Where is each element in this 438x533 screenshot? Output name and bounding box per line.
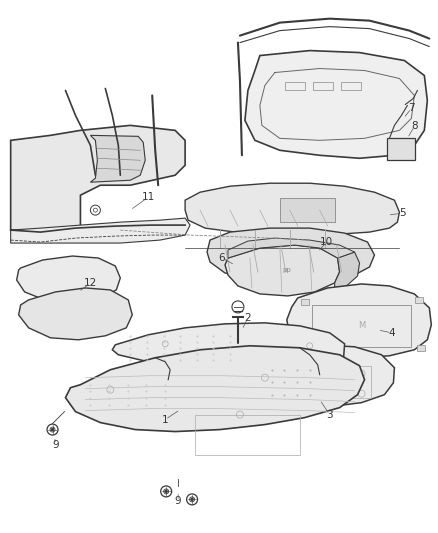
Bar (195, 415, 300, 455)
Text: 8: 8 (411, 122, 418, 131)
Text: M: M (358, 321, 365, 330)
Polygon shape (207, 228, 374, 282)
Text: 5: 5 (399, 208, 406, 218)
Bar (313, 83, 332, 91)
Bar (417, 345, 425, 351)
Bar (388, 139, 415, 160)
Circle shape (165, 490, 167, 492)
Text: 12: 12 (84, 278, 97, 288)
Bar (312, 305, 411, 347)
Text: 10: 10 (320, 237, 333, 247)
Circle shape (191, 498, 193, 500)
Text: pp: pp (283, 267, 291, 273)
Text: 6: 6 (219, 253, 225, 263)
Polygon shape (228, 238, 355, 258)
Polygon shape (240, 345, 395, 407)
Polygon shape (287, 284, 431, 358)
Bar (296, 345, 304, 351)
Polygon shape (66, 346, 364, 432)
Polygon shape (225, 245, 339, 296)
Text: 7: 7 (408, 103, 415, 114)
Polygon shape (112, 323, 345, 374)
Polygon shape (19, 288, 132, 340)
Text: 2: 2 (244, 313, 251, 323)
Polygon shape (335, 252, 360, 292)
Text: 9: 9 (175, 496, 181, 506)
Polygon shape (185, 183, 399, 235)
Text: 1: 1 (162, 415, 169, 425)
Text: 3: 3 (326, 410, 333, 419)
Text: 9: 9 (52, 440, 59, 449)
Bar (301, 299, 309, 305)
Polygon shape (245, 51, 427, 158)
Polygon shape (11, 125, 185, 230)
Bar (341, 83, 360, 91)
Text: 4: 4 (388, 328, 395, 338)
Polygon shape (11, 218, 190, 243)
Text: 11: 11 (141, 192, 155, 202)
Bar (280, 198, 335, 222)
Bar (285, 83, 305, 91)
Polygon shape (90, 135, 145, 182)
Bar (263, 366, 371, 398)
Bar (415, 297, 424, 303)
Circle shape (52, 429, 53, 431)
Polygon shape (17, 256, 120, 302)
